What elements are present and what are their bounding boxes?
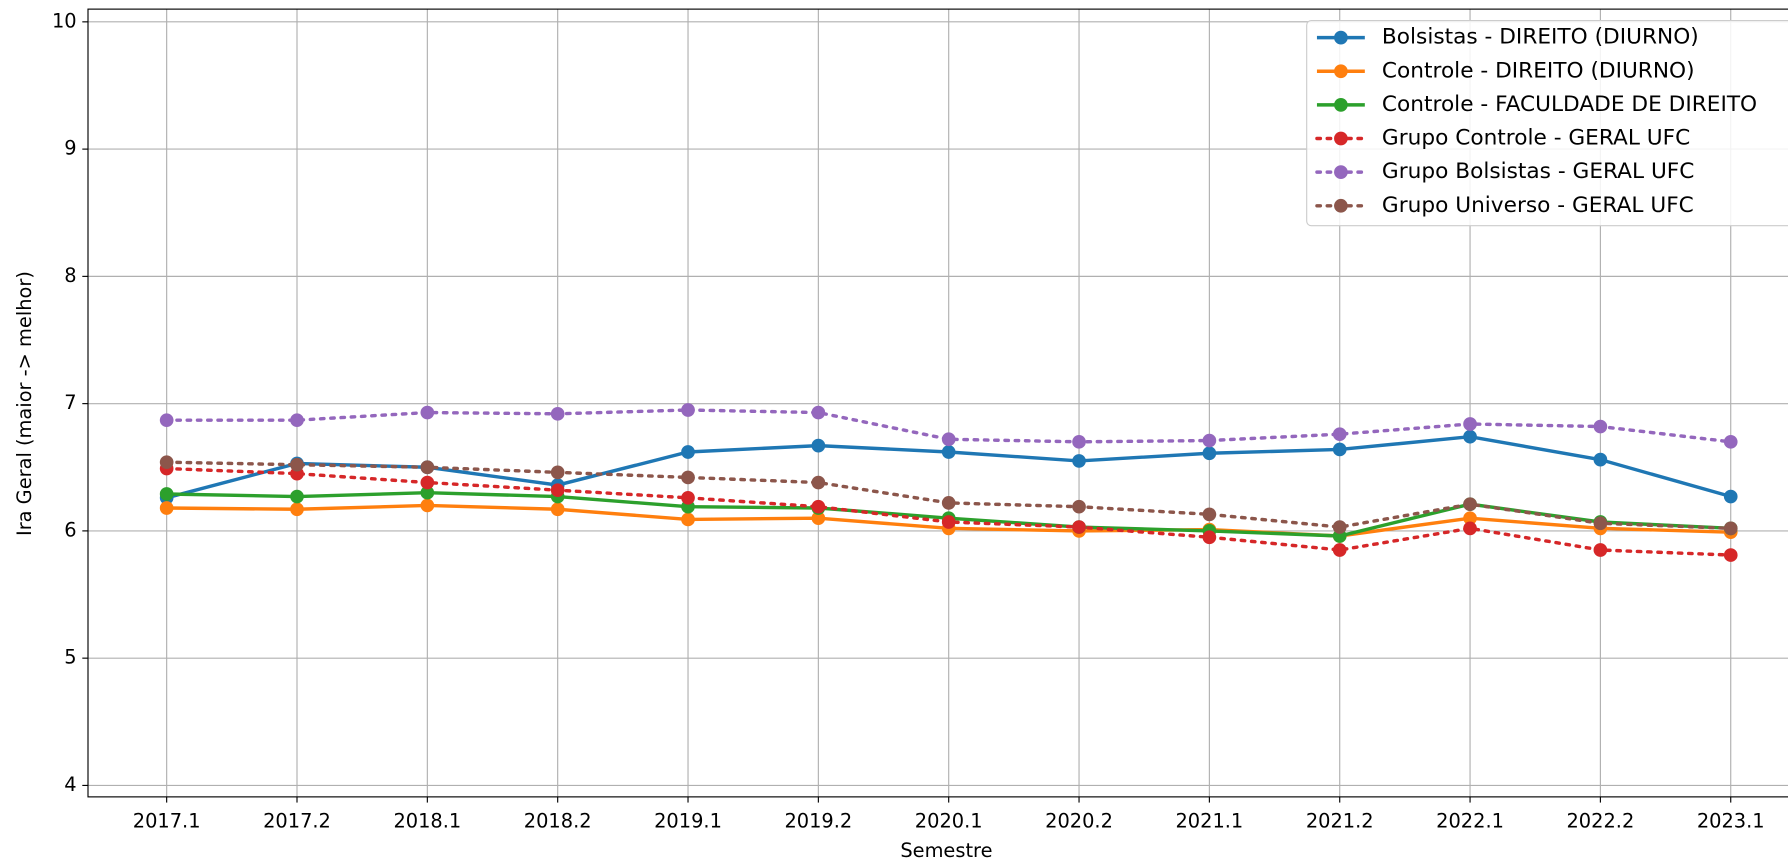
legend-label: Grupo Universo - GERAL UFC [1382, 193, 1694, 218]
x-tick-label: 2022.2 [1566, 809, 1634, 832]
data-point [1332, 520, 1347, 534]
data-point [811, 499, 826, 514]
data-point [941, 432, 956, 447]
data-point [1593, 516, 1608, 531]
data-point [1072, 434, 1086, 449]
x-tick-label: 2018.2 [524, 809, 592, 832]
data-point [1202, 530, 1217, 545]
data-point [290, 502, 304, 517]
data-point [1723, 548, 1738, 562]
data-point [1202, 507, 1217, 522]
data-point [420, 460, 435, 475]
data-point [1593, 419, 1608, 434]
y-tick-label: 8 [64, 264, 76, 287]
data-point [1593, 543, 1608, 557]
data-point [681, 512, 695, 527]
data-point [1072, 520, 1086, 534]
data-point [1202, 446, 1217, 461]
x-tick-label: 2019.2 [784, 809, 852, 832]
data-point [1463, 417, 1477, 431]
x-tick-label: 2021.2 [1306, 809, 1374, 832]
legend-marker [1334, 165, 1348, 179]
data-point [550, 502, 565, 517]
data-point [1593, 452, 1608, 467]
y-axis-label: Ira Geral (maior -> melhor) [13, 271, 36, 536]
legend-label: Grupo Bolsistas - GERAL UFC [1382, 159, 1694, 184]
data-point [1723, 434, 1738, 449]
legend: Bolsistas - DIREITO (DIURNO) Controle - D… [1306, 19, 1788, 227]
data-point [1332, 427, 1347, 442]
data-point [811, 475, 826, 490]
x-axis-label: Semestre [900, 839, 992, 862]
data-point [811, 438, 826, 453]
data-point [290, 457, 304, 472]
y-tick-label: 5 [64, 646, 76, 669]
data-point [941, 515, 956, 529]
data-point [941, 445, 956, 459]
legend-marker [1334, 131, 1348, 146]
y-tick-label: 7 [64, 391, 76, 414]
x-tick-label: 2019.1 [654, 809, 722, 832]
data-point [159, 455, 174, 470]
legend-label: Controle - DIREITO (DIURNO) [1382, 58, 1695, 83]
x-tick-label: 2017.1 [133, 809, 201, 832]
data-point [1202, 433, 1217, 448]
legend-marker [1334, 198, 1348, 213]
legend-marker [1334, 98, 1348, 112]
data-point [1463, 497, 1477, 512]
plot-frame [87, 8, 1788, 798]
legend-marker [1334, 30, 1348, 45]
data-point [159, 501, 174, 515]
legend-label: Controle - FACULDADE DE DIREITO [1382, 92, 1757, 117]
data-point [290, 489, 304, 504]
data-point [550, 465, 565, 480]
legend-box [1306, 19, 1788, 227]
data-point [159, 413, 174, 428]
x-tick-label: 2020.1 [915, 809, 983, 832]
data-point [420, 485, 435, 500]
legend-marker [1334, 64, 1348, 79]
x-tick-label: 2021.1 [1175, 809, 1243, 832]
data-point [1332, 543, 1347, 557]
legend-label: Grupo Controle - GERAL UFC [1382, 126, 1690, 151]
data-point [681, 445, 695, 459]
data-point [159, 487, 174, 501]
data-point [1332, 442, 1347, 457]
x-tick-label: 2017.2 [263, 809, 331, 832]
data-point [290, 413, 304, 428]
data-point [681, 490, 695, 505]
data-point [1463, 511, 1477, 526]
data-point [420, 475, 435, 490]
y-tick-label: 4 [64, 773, 76, 796]
data-point [1463, 521, 1477, 536]
x-tick-label: 2018.1 [393, 809, 461, 832]
y-tick-label: 10 [52, 9, 77, 32]
x-tick-label: 2022.1 [1436, 809, 1504, 832]
data-point [550, 483, 565, 498]
data-point [681, 403, 695, 417]
data-point [420, 498, 435, 513]
y-tick-label: 6 [64, 518, 76, 541]
data-point [1463, 429, 1477, 444]
data-point [811, 511, 826, 526]
data-point [681, 470, 695, 485]
x-tick-label: 2023.1 [1697, 809, 1765, 832]
data-point [811, 405, 826, 420]
data-point [420, 405, 435, 420]
legend-label: Bolsistas - DIREITO (DIURNO) [1382, 25, 1699, 50]
data-point [941, 496, 956, 510]
data-point [1072, 499, 1086, 514]
y-tick-label: 9 [64, 137, 76, 160]
x-tick-label: 2020.2 [1045, 809, 1113, 832]
data-point [1723, 489, 1738, 504]
data-point [1072, 454, 1086, 468]
data-point [1723, 521, 1738, 536]
data-point [550, 406, 565, 421]
